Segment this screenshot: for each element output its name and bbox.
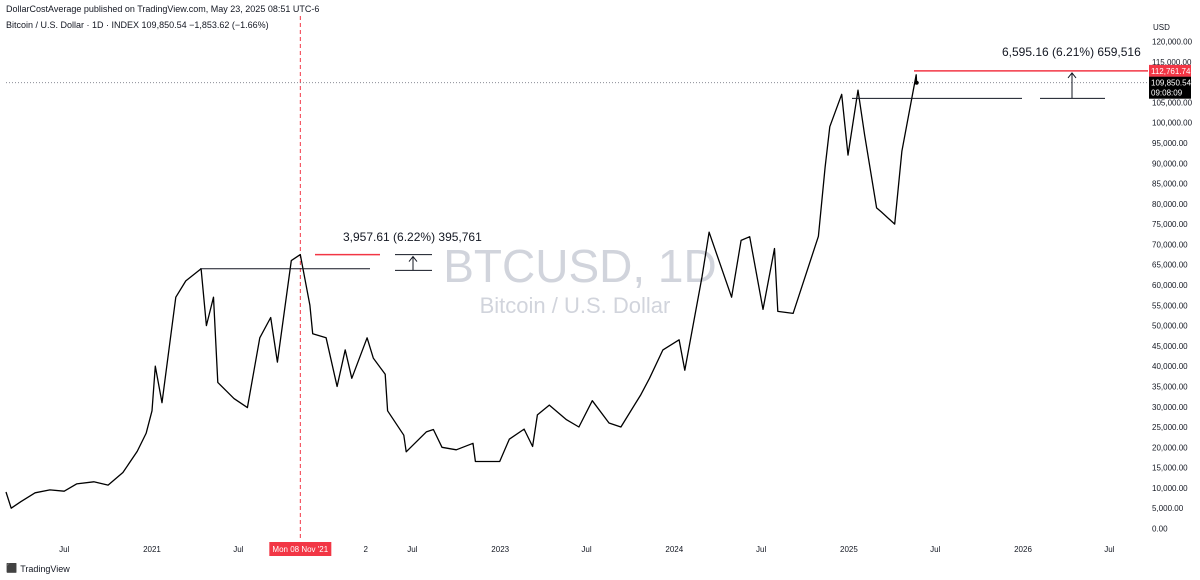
x-tick-label: Jul <box>756 545 766 554</box>
x-tick-label: Jul <box>581 545 591 554</box>
countdown-label: 09:08:09 <box>1151 89 1183 98</box>
y-tick-label: 105,000.00 <box>1152 98 1193 107</box>
y-tick-label: 115,000.00 <box>1152 58 1192 67</box>
measure-2025-label: 6,595.16 (6.21%) 659,516 <box>1002 45 1141 59</box>
y-tick-label: 75,000.00 <box>1152 220 1188 229</box>
measure-2021-label: 3,957.61 (6.22%) 395,761 <box>343 230 482 244</box>
x-tick-label: 2025 <box>840 545 858 554</box>
tradingview-logo-icon: ⬛ <box>6 563 18 573</box>
x-tick-label: 2024 <box>665 545 683 554</box>
y-tick-label: 50,000.00 <box>1152 322 1188 331</box>
y-tick-label: 90,000.00 <box>1152 159 1188 168</box>
y-tick-label: 120,000.00 <box>1152 38 1193 47</box>
symbol-legend: Bitcoin / U.S. Dollar · 1D · INDEX 109,8… <box>6 20 269 30</box>
y-tick-label: 25,000.00 <box>1152 423 1188 432</box>
last-price: 109,850.54 <box>141 20 187 30</box>
y-tick-label: 85,000.00 <box>1152 180 1188 189</box>
y-tick-label: 30,000.00 <box>1152 403 1188 412</box>
y-tick-label: 95,000.00 <box>1152 139 1188 148</box>
watermark-name: Bitcoin / U.S. Dollar <box>480 293 671 318</box>
high-price-label: 112,761.74 <box>1151 67 1191 76</box>
y-tick-label: 60,000.00 <box>1152 281 1188 290</box>
x-tick-label: 2 <box>363 545 368 554</box>
btc-price-series <box>5 74 918 509</box>
watermark-ticker: BTCUSD, 1D <box>443 240 716 292</box>
last-point-dot <box>914 80 919 85</box>
y-tick-label: 35,000.00 <box>1152 382 1188 391</box>
symbol-name[interactable]: Bitcoin / U.S. Dollar · 1D · INDEX <box>6 20 140 30</box>
high-price-badge <box>1149 64 1191 77</box>
x-tick-label: 2021 <box>143 545 161 554</box>
x-tick-label: Jul <box>407 545 417 554</box>
last-price-badge <box>1149 76 1191 99</box>
y-axis-unit: USD <box>1153 23 1170 32</box>
y-tick-label: 100,000.00 <box>1152 119 1193 128</box>
price-change: −1,853.62 (−1.66%) <box>189 20 269 30</box>
x-tick-label: 2026 <box>1014 545 1032 554</box>
x-tick-label: Jul <box>59 545 69 554</box>
measure-2021-arrowhead <box>408 255 418 262</box>
tradingview-brand[interactable]: ⬛ TradingView <box>6 563 70 574</box>
y-tick-label: 15,000.00 <box>1152 464 1188 473</box>
x-tick-label: Jul <box>233 545 243 554</box>
y-tick-label: 45,000.00 <box>1152 342 1188 351</box>
x-tick-label: 2023 <box>491 545 509 554</box>
published-line: DollarCostAverage published on TradingVi… <box>6 4 320 14</box>
y-tick-label: 80,000.00 <box>1152 200 1188 209</box>
crosshair-date-label: Mon 08 Nov '21 <box>272 545 328 554</box>
y-tick-label: 20,000.00 <box>1152 443 1188 452</box>
y-tick-label: 65,000.00 <box>1152 261 1188 270</box>
last-price-label: 109,850.54 <box>1151 79 1192 88</box>
y-tick-label: 55,000.00 <box>1152 301 1188 310</box>
x-tick-label: Jul <box>1104 545 1114 554</box>
y-tick-label: 10,000.00 <box>1152 484 1188 493</box>
y-tick-label: 70,000.00 <box>1152 240 1188 249</box>
crosshair-date-badge <box>269 542 332 556</box>
y-tick-label: 0.00 <box>1152 525 1168 534</box>
y-tick-label: 40,000.00 <box>1152 362 1188 371</box>
tradingview-label: TradingView <box>20 563 70 574</box>
x-tick-label: Jul <box>930 545 940 554</box>
y-tick-label: 5,000.00 <box>1152 504 1184 513</box>
measure-2025-arrowhead <box>1067 72 1077 79</box>
